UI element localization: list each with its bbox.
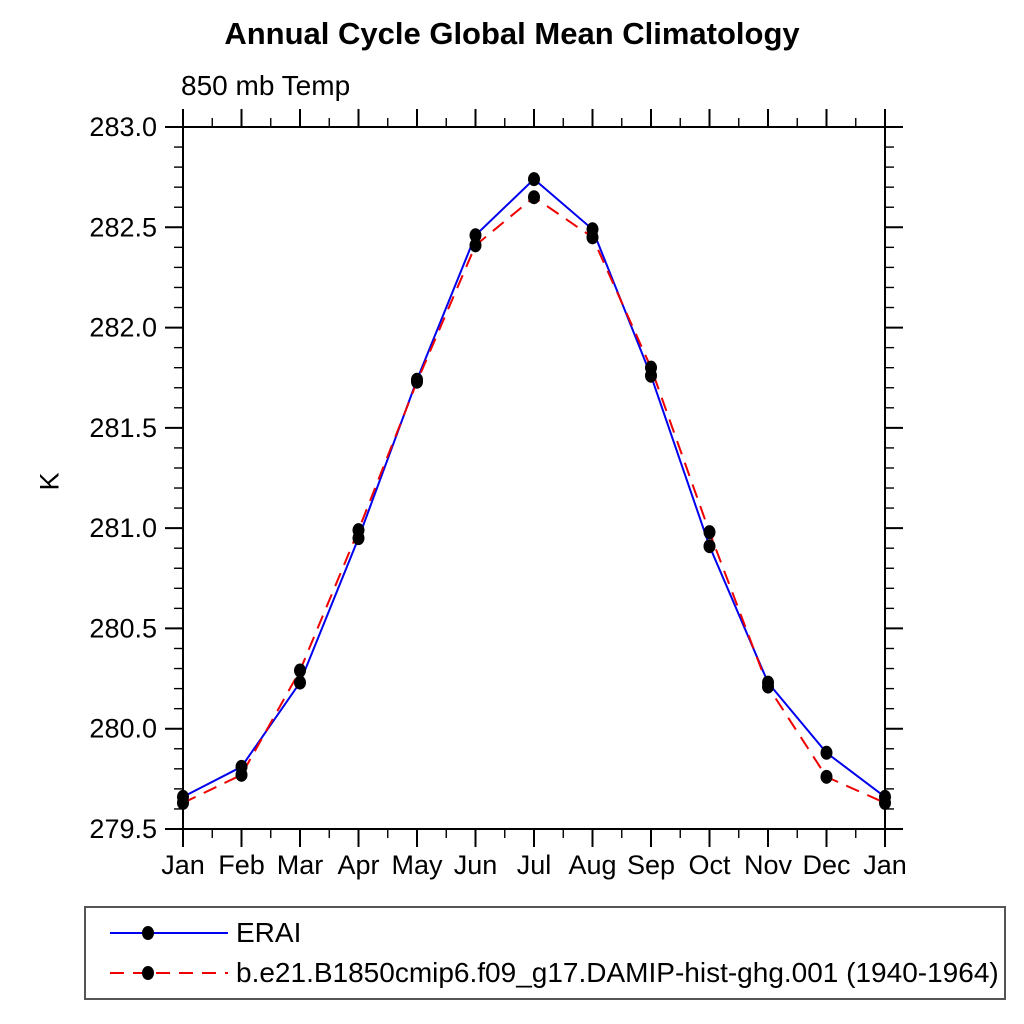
chart-subtitle: 850 mb Temp xyxy=(181,70,351,101)
legend-label-model: b.e21.B1850cmip6.f09_g17.DAMIP-hist-ghg.… xyxy=(236,957,999,988)
legend-box: ERAI b.e21.B1850cmip6.f09_g17.DAMIP-hist… xyxy=(84,906,1006,1000)
y-tick-label: 282.0 xyxy=(89,313,157,343)
x-tick-label: Jul xyxy=(517,850,552,880)
y-tick-label: 279.5 xyxy=(89,814,157,844)
legend-sample-solid-blue xyxy=(110,926,228,940)
data-point-dot xyxy=(528,190,540,205)
data-point-dot xyxy=(411,374,423,389)
x-tick-label: Jan xyxy=(161,850,205,880)
x-tick-label: Sep xyxy=(627,850,675,880)
data-point-dot xyxy=(469,228,482,243)
y-tick-label: 282.5 xyxy=(89,212,157,242)
data-point-dot xyxy=(528,172,540,187)
series-line-model xyxy=(182,195,886,804)
legend-label-erai: ERAI xyxy=(236,917,302,948)
legend-item-model: b.e21.B1850cmip6.f09_g17.DAMIP-hist-ghg.… xyxy=(108,957,999,988)
chart-title: Annual Cycle Global Mean Climatology xyxy=(224,16,800,51)
legend-marker-dot xyxy=(142,966,154,980)
data-point-dot xyxy=(352,523,365,538)
legend-item-erai: ERAI xyxy=(108,917,302,948)
x-tick-label: Jun xyxy=(454,850,498,880)
x-tick-label: Mar xyxy=(277,850,324,880)
data-point-dot xyxy=(586,230,599,245)
data-point-dot xyxy=(820,745,833,760)
data-point-dot xyxy=(820,769,833,784)
y-tick-label: 283.0 xyxy=(89,112,157,142)
y-tick-label: 281.5 xyxy=(89,413,157,443)
x-tick-label: Feb xyxy=(218,850,265,880)
data-point-dot xyxy=(703,525,716,540)
x-tick-label: Oct xyxy=(688,850,731,880)
x-tick-label: Apr xyxy=(337,850,379,880)
x-tick-label: Jan xyxy=(863,850,907,880)
data-point-dot xyxy=(177,795,189,810)
data-point-dot xyxy=(294,675,306,690)
data-point-dot xyxy=(645,360,657,375)
legend-sample-dashed-red xyxy=(110,966,228,980)
y-tick-label: 281.0 xyxy=(89,513,157,543)
x-tick-label: May xyxy=(391,850,443,880)
y-tick-label: 280.0 xyxy=(89,714,157,744)
y-tick-label: 280.5 xyxy=(89,613,157,643)
plot-frame xyxy=(182,126,886,830)
data-point-dot xyxy=(879,795,891,810)
legend-marker-dot xyxy=(142,926,154,940)
x-tick-label: Nov xyxy=(744,850,793,880)
x-tick-label: Dec xyxy=(802,850,850,880)
x-tick-label: Aug xyxy=(568,850,616,880)
data-point-dot xyxy=(762,679,774,694)
data-point-dot xyxy=(235,767,248,782)
data-point-dot xyxy=(469,238,482,253)
data-point-dot xyxy=(294,663,306,678)
data-point-dot xyxy=(703,539,716,554)
